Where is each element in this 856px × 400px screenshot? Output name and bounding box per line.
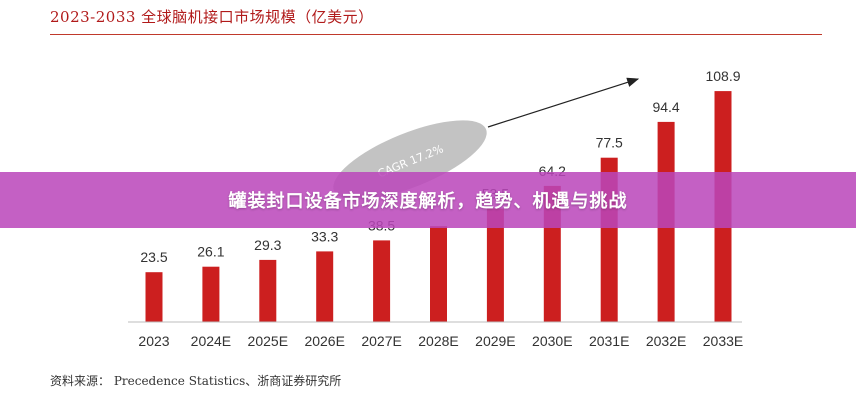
value-label-2032e: 94.4 bbox=[652, 99, 679, 115]
bar-2023 bbox=[145, 272, 163, 322]
value-label-2031e: 77.5 bbox=[596, 135, 623, 151]
x-tick-2029e: 2029E bbox=[475, 333, 515, 349]
title-banner: 罐装封口设备市场深度解析，趋势、机遇与挑战 bbox=[0, 172, 856, 228]
bar-2024e bbox=[202, 266, 220, 322]
trend-arrow bbox=[487, 77, 640, 128]
value-label-2024e: 26.1 bbox=[197, 244, 224, 260]
x-tick-2026e: 2026E bbox=[304, 333, 344, 349]
chart-title: 2023-2033 全球脑机接口市场规模（亿美元） bbox=[50, 8, 374, 26]
banner-title: 罐装封口设备市场深度解析，趋势、机遇与挑战 bbox=[228, 191, 628, 212]
bar-2028e bbox=[430, 226, 447, 322]
bar-2025e bbox=[259, 259, 277, 322]
x-tick-2024e: 2024E bbox=[191, 333, 231, 349]
source-note: 资料来源： Precedence Statistics、浙商证券研究所 bbox=[50, 374, 342, 388]
value-label-2025e: 29.3 bbox=[254, 237, 281, 253]
x-tick-2025e: 2025E bbox=[248, 333, 288, 349]
title-divider bbox=[50, 34, 822, 35]
value-label-2033e: 108.9 bbox=[705, 68, 740, 84]
x-tick-2031e: 2031E bbox=[589, 333, 629, 349]
value-label-2026e: 33.3 bbox=[311, 228, 338, 244]
value-label-2023: 23.5 bbox=[140, 249, 167, 265]
bar-2027e bbox=[373, 240, 391, 322]
x-tick-2033e: 2033E bbox=[703, 333, 743, 349]
x-tick-2030e: 2030E bbox=[532, 333, 572, 349]
bar-2029e bbox=[486, 208, 504, 322]
x-tick-2023: 2023 bbox=[138, 333, 169, 349]
x-tick-2028e: 2028E bbox=[418, 333, 458, 349]
x-tick-2027e: 2027E bbox=[361, 333, 401, 349]
bar-2026e bbox=[316, 251, 334, 322]
x-tick-2032e: 2032E bbox=[646, 333, 686, 349]
x-axis-ticks: 2023 2024E 2025E 2026E 2027E 2028E 2029E 2030E 2… bbox=[138, 333, 743, 349]
